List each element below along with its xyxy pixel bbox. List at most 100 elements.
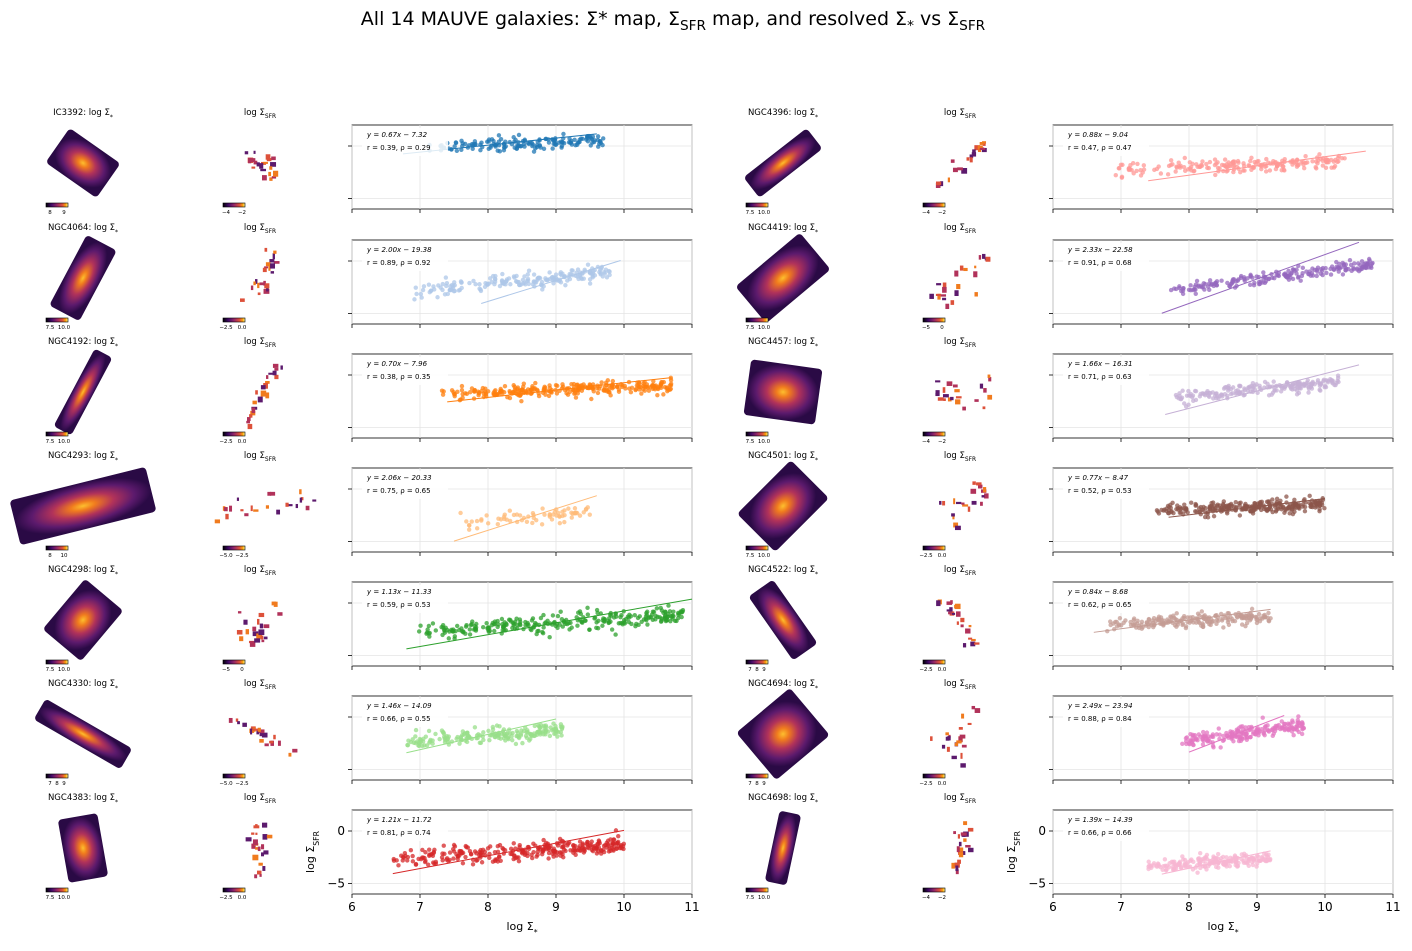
sfr-map-pixel bbox=[935, 293, 942, 296]
data-point bbox=[1191, 859, 1196, 865]
data-point bbox=[546, 393, 552, 399]
sfr-map-pixel bbox=[982, 406, 986, 410]
data-point bbox=[553, 272, 559, 277]
data-point bbox=[1247, 282, 1253, 287]
data-point bbox=[477, 740, 483, 745]
data-point bbox=[1168, 158, 1174, 163]
sfr-map-pixel bbox=[292, 748, 298, 753]
data-point bbox=[1317, 152, 1322, 157]
data-point bbox=[474, 526, 480, 531]
data-point bbox=[1329, 165, 1334, 170]
sfr-map-pixel bbox=[962, 504, 969, 507]
data-point bbox=[433, 628, 439, 633]
x-axis-label: log Σ* bbox=[1207, 920, 1238, 937]
data-point bbox=[413, 740, 418, 746]
data-point bbox=[1214, 621, 1219, 626]
sfr-colorbar-tick: −2.5 bbox=[219, 325, 233, 331]
sfr-map-pixel bbox=[967, 506, 971, 512]
data-point bbox=[547, 733, 553, 739]
x-tick-label: 8 bbox=[1185, 900, 1193, 914]
data-point bbox=[1188, 287, 1193, 293]
sfr-colorbar-tick: −5.0 bbox=[219, 553, 233, 559]
sfr-colorbar-tick: 0.0 bbox=[938, 553, 947, 559]
data-point bbox=[676, 612, 681, 617]
data-point bbox=[1238, 169, 1243, 175]
sfr-map-pixel bbox=[980, 501, 983, 506]
data-point bbox=[1284, 494, 1289, 499]
data-point bbox=[474, 518, 480, 524]
sfr-map-title: log ΣSFR bbox=[244, 565, 276, 577]
data-point bbox=[1225, 388, 1231, 393]
data-point bbox=[522, 274, 527, 279]
sfr-map-pixel bbox=[979, 147, 986, 150]
sfr-map-pixel bbox=[935, 380, 941, 383]
data-point bbox=[1135, 618, 1140, 623]
data-point bbox=[1284, 506, 1290, 511]
scatter-panel: y = 0.77x − 8.47 r = 0.52, ρ = 0.53 bbox=[1049, 467, 1394, 556]
data-point bbox=[578, 611, 584, 617]
sfr-colorbar-tick: 0 bbox=[240, 667, 244, 673]
data-point bbox=[633, 387, 639, 392]
fit-equation: y = 0.67x − 7.32 bbox=[366, 131, 428, 139]
data-point bbox=[1211, 745, 1216, 750]
fit-stats: r = 0.59, ρ = 0.53 bbox=[367, 601, 431, 609]
sfr-colorbar bbox=[922, 659, 946, 665]
data-point bbox=[1221, 625, 1226, 630]
sfr-map-pixel bbox=[257, 396, 263, 403]
data-point bbox=[508, 851, 513, 857]
data-point bbox=[511, 841, 516, 846]
data-point bbox=[433, 859, 439, 865]
sfr-map-pixel bbox=[981, 495, 985, 498]
sfr-map-pixel bbox=[942, 394, 949, 398]
sfr-map-pixel bbox=[253, 150, 256, 154]
data-point bbox=[1256, 611, 1262, 617]
sfr-colorbar-tick: 0.0 bbox=[938, 781, 947, 787]
fit-stats: r = 0.66, ρ = 0.55 bbox=[367, 715, 431, 723]
data-point bbox=[1269, 392, 1274, 397]
data-point bbox=[544, 845, 549, 851]
sfr-map-pixel bbox=[285, 502, 289, 507]
data-point bbox=[1217, 732, 1222, 737]
data-point bbox=[460, 861, 466, 866]
data-point bbox=[529, 391, 534, 396]
data-point bbox=[1161, 863, 1166, 869]
data-point bbox=[452, 144, 457, 149]
data-point bbox=[419, 855, 425, 860]
sfr-map-pixel bbox=[959, 734, 966, 739]
data-point bbox=[557, 836, 563, 842]
data-point bbox=[526, 281, 531, 287]
data-point bbox=[1328, 266, 1333, 272]
data-point bbox=[495, 522, 501, 527]
data-point bbox=[537, 276, 543, 281]
sfr-map-pixel bbox=[272, 363, 279, 368]
data-point bbox=[485, 389, 491, 394]
data-point bbox=[1328, 272, 1334, 277]
data-point bbox=[543, 723, 549, 728]
data-point bbox=[1192, 388, 1198, 394]
sfr-map-pixel bbox=[955, 869, 959, 875]
sfr-map-pixel bbox=[237, 721, 240, 725]
stellar-map-title: NGC4522: log Σ* bbox=[748, 565, 818, 578]
data-point bbox=[1194, 278, 1200, 284]
fit-equation: y = 1.13x − 11.33 bbox=[366, 588, 432, 596]
data-point bbox=[558, 609, 563, 614]
data-point bbox=[431, 849, 437, 855]
sfr-map-pixel bbox=[955, 501, 962, 505]
data-point bbox=[572, 506, 578, 511]
data-point bbox=[558, 729, 564, 735]
data-point bbox=[1221, 733, 1226, 739]
data-point bbox=[1242, 278, 1247, 284]
data-point bbox=[458, 510, 463, 516]
data-point bbox=[507, 395, 513, 401]
sfr-map-pixel bbox=[261, 852, 265, 857]
scatter-panel: y = 1.46x − 14.09 r = 0.66, ρ = 0.55 bbox=[348, 695, 693, 784]
data-point bbox=[1296, 505, 1301, 510]
data-point bbox=[1323, 157, 1329, 162]
data-point bbox=[638, 384, 643, 390]
stellar-map-title: NGC4457: log Σ* bbox=[748, 337, 818, 350]
sfr-map-pixel bbox=[979, 383, 984, 389]
data-point bbox=[585, 839, 590, 845]
data-point bbox=[440, 392, 446, 397]
data-point bbox=[573, 395, 579, 400]
data-point bbox=[605, 838, 611, 843]
